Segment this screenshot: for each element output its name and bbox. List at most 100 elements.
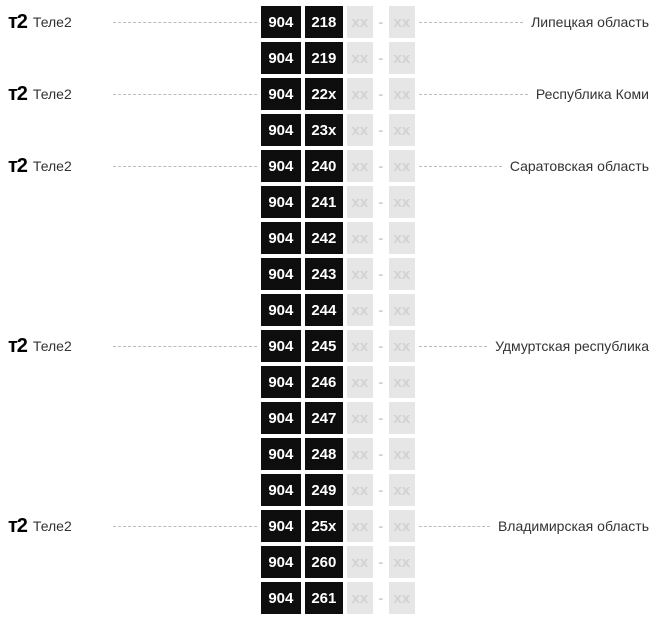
dash-line <box>113 346 257 347</box>
code-group: 904218xx-xx <box>261 6 415 38</box>
placeholder-cell: xx <box>389 258 415 290</box>
placeholder-cell: xx <box>389 294 415 326</box>
separator: - <box>377 158 385 175</box>
def-code: 904 <box>261 366 301 398</box>
code-group: 90423xxx-xx <box>261 114 415 146</box>
region-wrap: Республика Коми <box>419 86 649 102</box>
code-group: 904260xx-xx <box>261 546 415 578</box>
def-code: 904 <box>261 114 301 146</box>
placeholder-cell: xx <box>389 186 415 218</box>
range-code: 25x <box>305 510 343 542</box>
table-row: т2 Теле2 904245xx-xx Удмуртская республика <box>8 330 649 362</box>
region-wrap: Липецкая область <box>419 14 649 30</box>
dash-line <box>419 346 487 347</box>
region-name: Саратовская область <box>510 158 649 174</box>
def-code: 904 <box>261 6 301 38</box>
separator: - <box>377 590 385 607</box>
code-group: 904243xx-xx <box>261 258 415 290</box>
table-row: 904248xx-xx <box>8 438 649 470</box>
separator: - <box>377 266 385 283</box>
code-group: 904248xx-xx <box>261 438 415 470</box>
placeholder-cell: xx <box>347 186 373 218</box>
range-code: 246 <box>305 366 343 398</box>
placeholder-cell: xx <box>347 402 373 434</box>
tele2-logo-icon: т2 <box>8 155 27 178</box>
placeholder-cell: xx <box>389 150 415 182</box>
def-code: 904 <box>261 474 301 506</box>
phone-code-table: т2Теле2904218xx-xxЛипецкая область904219… <box>8 6 649 614</box>
code-group: 904241xx-xx <box>261 186 415 218</box>
placeholder-cell: xx <box>347 438 373 470</box>
range-code: 244 <box>305 294 343 326</box>
separator: - <box>377 86 385 103</box>
def-code: 904 <box>261 42 301 74</box>
placeholder-cell: xx <box>347 582 373 614</box>
range-code: 245 <box>305 330 343 362</box>
code-group: 904244xx-xx <box>261 294 415 326</box>
range-code: 261 <box>305 582 343 614</box>
placeholder-cell: xx <box>347 42 373 74</box>
table-row: т2Теле290425xxx-xxВладимирская область <box>8 510 649 542</box>
placeholder-cell: xx <box>389 402 415 434</box>
range-code: 23x <box>305 114 343 146</box>
region-name: Удмуртская республика <box>495 338 649 354</box>
placeholder-cell: xx <box>389 114 415 146</box>
operator-cell: т2Теле2 <box>8 11 113 34</box>
def-code: 904 <box>261 222 301 254</box>
table-row: 904219xx-xx <box>8 42 649 74</box>
separator: - <box>377 14 385 31</box>
separator: - <box>377 554 385 571</box>
placeholder-cell: xx <box>347 510 373 542</box>
code-group: 904246xx-xx <box>261 366 415 398</box>
def-code: 904 <box>261 78 301 110</box>
range-code: 248 <box>305 438 343 470</box>
placeholder-cell: xx <box>347 150 373 182</box>
placeholder-cell: xx <box>347 78 373 110</box>
table-row: 904243xx-xx <box>8 258 649 290</box>
code-group: 904219xx-xx <box>261 42 415 74</box>
table-row: 904261xx-xx <box>8 582 649 614</box>
separator: - <box>377 518 385 535</box>
operator-cell: т2Теле2 <box>8 155 113 178</box>
code-group: 904247xx-xx <box>261 402 415 434</box>
range-code: 249 <box>305 474 343 506</box>
def-code: 904 <box>261 330 301 362</box>
table-row: 904241xx-xx <box>8 186 649 218</box>
region-name: Владимирская область <box>498 518 649 534</box>
placeholder-cell: xx <box>389 42 415 74</box>
dash-line <box>419 22 523 23</box>
code-group: 90425xxx-xx <box>261 510 415 542</box>
separator: - <box>377 374 385 391</box>
placeholder-cell: xx <box>389 366 415 398</box>
code-group: 904245xx-xx <box>261 330 415 362</box>
def-code: 904 <box>261 546 301 578</box>
dash-line <box>113 22 257 23</box>
dash-line <box>419 526 490 527</box>
def-code: 904 <box>261 150 301 182</box>
dash-line <box>113 526 257 527</box>
def-code: 904 <box>261 258 301 290</box>
def-code: 904 <box>261 582 301 614</box>
table-row: 904247xx-xx <box>8 402 649 434</box>
tele2-logo-icon: т2 <box>8 515 27 538</box>
separator: - <box>377 122 385 139</box>
placeholder-cell: xx <box>347 258 373 290</box>
table-row: 90423xxx-xx <box>8 114 649 146</box>
tele2-logo-icon: т2 <box>8 335 27 358</box>
placeholder-cell: xx <box>389 510 415 542</box>
separator: - <box>377 50 385 67</box>
separator: - <box>377 482 385 499</box>
code-group: 904249xx-xx <box>261 474 415 506</box>
def-code: 904 <box>261 402 301 434</box>
dash-line <box>419 166 502 167</box>
placeholder-cell: xx <box>389 78 415 110</box>
separator: - <box>377 410 385 427</box>
code-group: 90422xxx-xx <box>261 78 415 110</box>
range-code: 219 <box>305 42 343 74</box>
table-row: т2Теле290422xxx-xxРеспублика Коми <box>8 78 649 110</box>
placeholder-cell: xx <box>389 582 415 614</box>
code-group: 904242xx-xx <box>261 222 415 254</box>
operator-name: Теле2 <box>33 338 72 354</box>
table-row: 904249xx-xx <box>8 474 649 506</box>
range-code: 242 <box>305 222 343 254</box>
